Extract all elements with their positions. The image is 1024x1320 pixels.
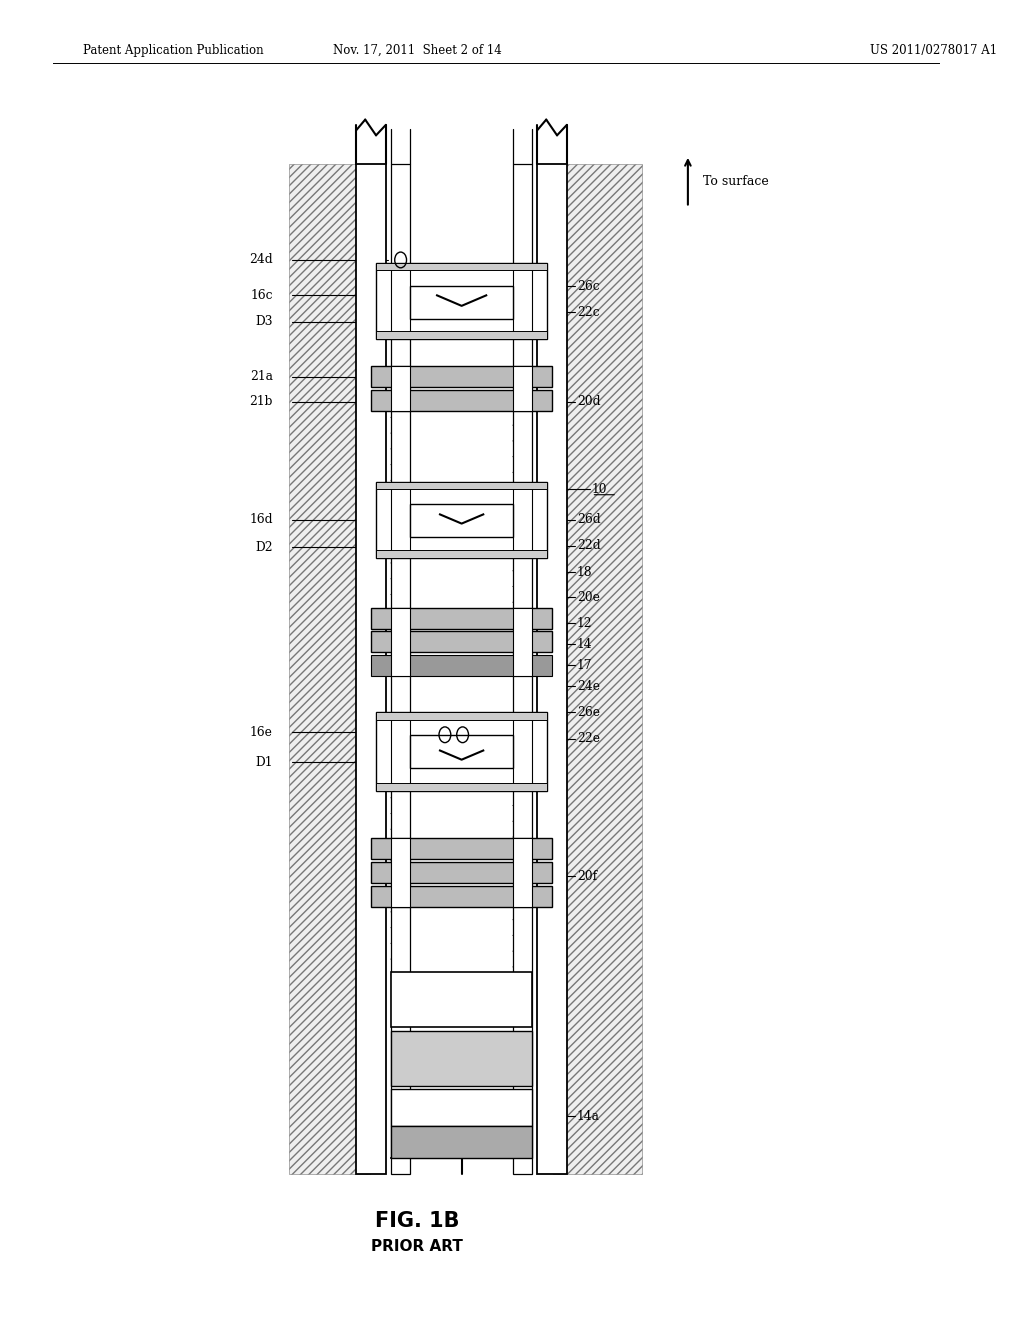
- Bar: [371, 631, 552, 652]
- Bar: [391, 1126, 532, 1159]
- Bar: [391, 1089, 532, 1126]
- Text: D2: D2: [255, 541, 272, 553]
- Bar: [553, 164, 642, 1175]
- Bar: [371, 886, 552, 907]
- Bar: [376, 263, 547, 339]
- Bar: [290, 164, 370, 1175]
- Bar: [513, 164, 532, 1175]
- Bar: [371, 838, 552, 859]
- Bar: [376, 263, 547, 271]
- Text: 22c: 22c: [577, 306, 599, 319]
- Text: 26e: 26e: [577, 706, 600, 719]
- Bar: [371, 862, 552, 883]
- Text: 16e: 16e: [250, 726, 272, 739]
- Text: 14a: 14a: [577, 1110, 600, 1123]
- Bar: [371, 366, 552, 387]
- Bar: [411, 504, 513, 537]
- Bar: [391, 972, 532, 1027]
- Bar: [513, 487, 532, 553]
- Bar: [371, 389, 552, 411]
- Text: FIG. 1B: FIG. 1B: [375, 1212, 460, 1232]
- Text: 10: 10: [592, 483, 607, 496]
- Bar: [513, 718, 532, 785]
- Bar: [411, 735, 513, 767]
- Text: 20f: 20f: [577, 870, 597, 883]
- Bar: [513, 607, 532, 676]
- Bar: [391, 838, 411, 907]
- Bar: [371, 655, 552, 676]
- Bar: [391, 267, 411, 335]
- Text: 24e: 24e: [577, 680, 600, 693]
- Bar: [513, 267, 532, 335]
- Text: 21b: 21b: [250, 395, 272, 408]
- Text: 14: 14: [577, 638, 592, 651]
- Text: 16c: 16c: [250, 289, 272, 302]
- Text: PRIOR ART: PRIOR ART: [372, 1238, 463, 1254]
- Text: Patent Application Publication: Patent Application Publication: [83, 44, 263, 57]
- Text: 16d: 16d: [249, 513, 272, 527]
- Bar: [376, 331, 547, 339]
- Bar: [376, 713, 547, 721]
- Bar: [376, 482, 547, 490]
- Text: D1: D1: [255, 756, 272, 768]
- Text: 20d: 20d: [577, 395, 600, 408]
- Bar: [513, 838, 532, 907]
- Text: 17: 17: [577, 659, 592, 672]
- Text: 26d: 26d: [577, 513, 600, 527]
- Bar: [538, 164, 567, 1175]
- Bar: [391, 607, 411, 676]
- Text: 24d: 24d: [249, 253, 272, 267]
- Bar: [391, 1031, 532, 1086]
- Text: 12: 12: [577, 616, 592, 630]
- Bar: [356, 164, 386, 1175]
- Text: 22d: 22d: [577, 540, 600, 552]
- Text: 21a: 21a: [250, 370, 272, 383]
- Text: 22e: 22e: [577, 733, 600, 746]
- Bar: [513, 366, 532, 411]
- Text: 18: 18: [577, 565, 592, 578]
- Text: US 2011/0278017 A1: US 2011/0278017 A1: [869, 44, 997, 57]
- Bar: [376, 482, 547, 557]
- Bar: [371, 607, 552, 628]
- Bar: [391, 487, 411, 553]
- Text: To surface: To surface: [702, 174, 768, 187]
- Bar: [391, 366, 411, 411]
- Bar: [411, 286, 513, 319]
- Text: 20e: 20e: [577, 590, 600, 603]
- Text: Nov. 17, 2011  Sheet 2 of 14: Nov. 17, 2011 Sheet 2 of 14: [333, 44, 502, 57]
- Bar: [376, 713, 547, 791]
- Text: 26c: 26c: [577, 280, 599, 293]
- Text: D3: D3: [255, 315, 272, 329]
- Bar: [391, 164, 411, 1175]
- Bar: [376, 550, 547, 557]
- Bar: [376, 783, 547, 791]
- Bar: [391, 718, 411, 785]
